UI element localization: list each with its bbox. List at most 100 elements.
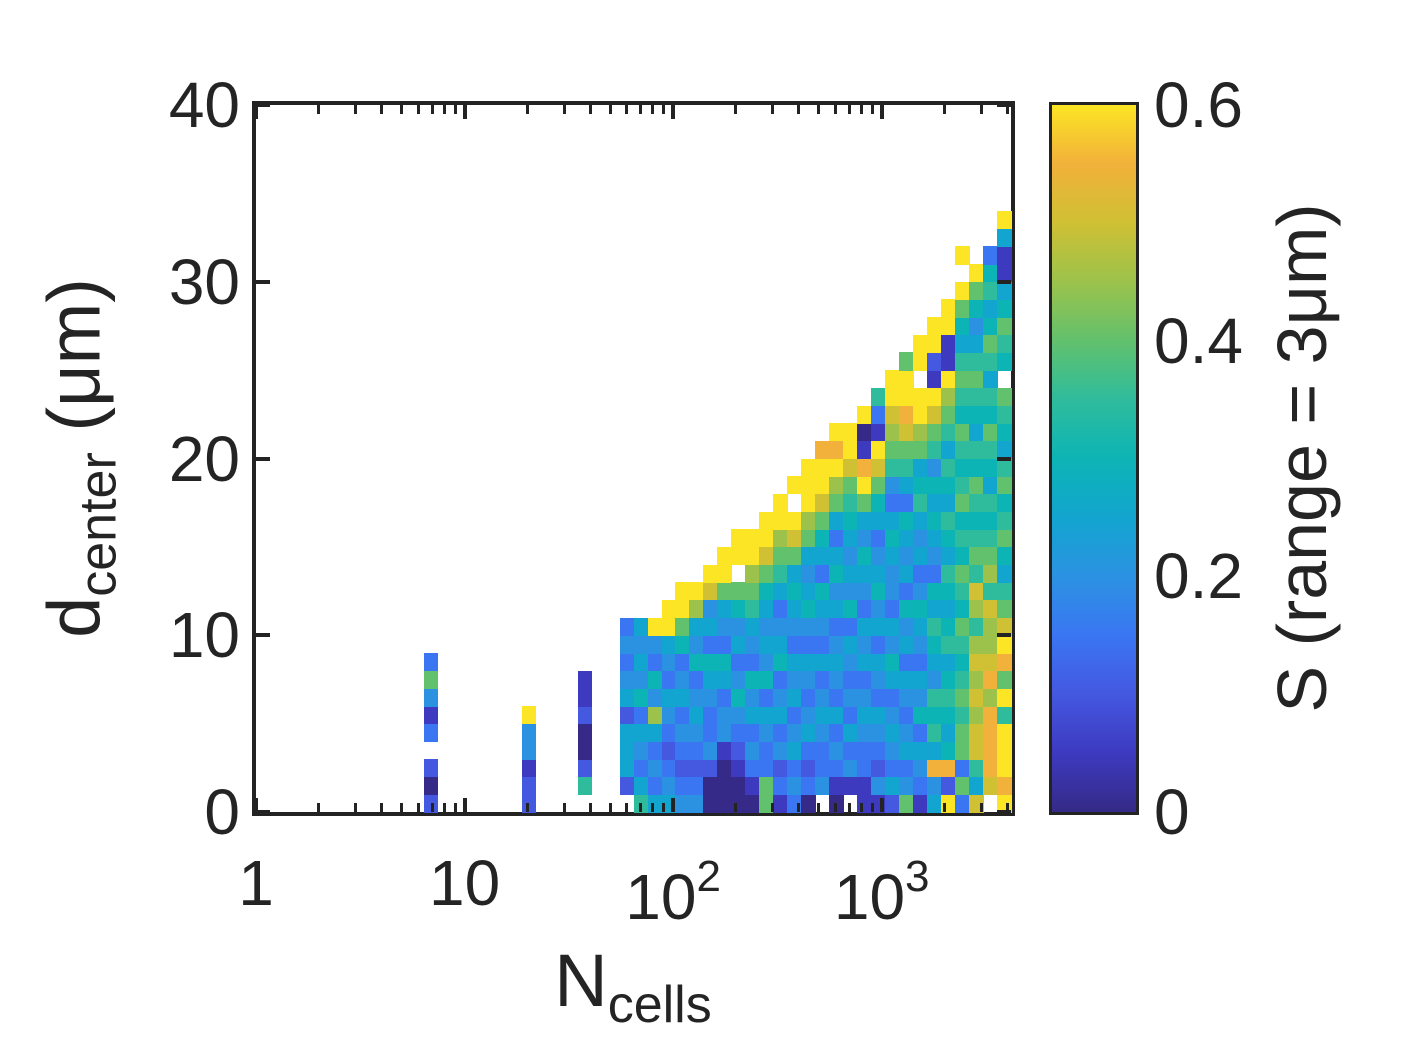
heatmap-cell [997,299,1012,318]
heatmap-cell [913,617,928,636]
heatmap-cell [857,458,872,477]
heatmap-cell [941,370,956,389]
heatmap-cell [829,493,844,513]
heatmap-cell [997,476,1012,495]
x-axis-minor-tick-top [442,105,446,114]
heatmap-cell [773,564,788,583]
heatmap-cell [759,599,774,619]
heatmap-cell [899,440,914,460]
heatmap-cell [717,776,732,795]
heatmap-cell [997,741,1012,760]
heatmap-cell [703,670,718,689]
heatmap-cell [689,741,704,760]
heatmap-cell [983,405,998,424]
heatmap-cell [969,652,984,672]
heatmap-cell [801,564,816,583]
heatmap-cell [955,599,970,619]
heatmap-cell [871,564,886,583]
heatmap-cell [801,688,816,707]
heatmap-cell [661,617,677,636]
heatmap-cell [913,529,928,548]
heatmap-cell [843,511,858,530]
heatmap-cell [703,688,718,707]
heatmap-cell [647,706,663,725]
heatmap-cell [871,599,886,619]
x-axis-minor-tick [588,803,592,812]
heatmap-cell [857,529,872,548]
heatmap-cell [983,370,998,389]
heatmap-cell [521,776,537,795]
heatmap-cell [731,759,746,778]
heatmap-cell [885,617,900,636]
heatmap-cell [941,511,956,530]
heatmap-cell [857,723,872,742]
x-tick-label-exponent: 3 [905,852,930,901]
x-axis-minor-tick-top [562,105,566,114]
x-axis-minor-tick-top [859,105,863,114]
heatmap-cell [997,211,1012,230]
heatmap-cell [997,228,1012,247]
heatmap-cell [969,511,984,530]
heatmap-cell [941,440,956,460]
x-axis-minor-tick [354,803,357,812]
heatmap-cell [857,423,872,442]
x-axis-tick [879,798,884,812]
heatmap-cell [927,405,942,424]
heatmap-cell [983,546,998,566]
heatmap-cell [745,635,760,654]
heatmap-cell [787,564,802,583]
heatmap-cell [843,706,858,725]
heatmap-cell [815,706,830,725]
heatmap-cell [913,776,928,795]
heatmap-cell [955,352,970,371]
x-axis-tick-top [462,105,467,119]
heatmap-cell [997,617,1012,636]
heatmap-cell [689,652,704,672]
heatmap-cell [731,723,746,742]
heatmap-cell [759,582,774,601]
heatmap-cell [983,776,998,795]
heatmap-cell [927,387,942,407]
heatmap-cell [843,564,858,583]
heatmap-cell [857,741,872,760]
heatmap-cell [983,440,998,460]
heatmap-cell [899,529,914,548]
heatmap-cell [997,652,1012,672]
heatmap-cell [885,741,900,760]
heatmap-cell [857,564,872,583]
heatmap-cell [969,264,984,283]
heatmap-cell [647,652,663,672]
heatmap-cell [955,794,970,813]
heatmap-cell [689,582,704,601]
heatmap-cell [983,670,998,689]
heatmap-cell [577,723,593,742]
x-axis-minor-tick [833,803,837,812]
heatmap-cell [955,582,970,601]
heatmap-cell [633,652,649,672]
x-axis-minor-tick-top [797,105,801,114]
heatmap-cell [815,440,830,460]
heatmap-cell [843,635,858,654]
heatmap-cell [997,281,1012,301]
x-axis-minor-tick [662,803,666,812]
heatmap-cell [885,458,900,477]
heatmap-cell [801,670,816,689]
heatmap-cell [577,706,593,725]
heatmap-cell [969,546,984,566]
heatmap-cell [941,635,956,654]
heatmap-cell [829,652,844,672]
heatmap-cell [815,635,830,654]
heatmap-cell [773,529,788,548]
x-tick-label-base: 1 [238,847,274,919]
heatmap-cell [675,670,690,689]
heatmap-cell [927,794,942,813]
heatmap-cell [731,741,746,760]
heatmap-cell [969,387,984,407]
heatmap-cell [983,281,998,301]
heatmap-cell [423,706,439,725]
heatmap-cell [661,688,677,707]
x-tick-label-base: 10 [833,861,906,933]
heatmap-cell [913,440,928,460]
heatmap-cell [885,511,900,530]
heatmap-cell [899,776,914,795]
